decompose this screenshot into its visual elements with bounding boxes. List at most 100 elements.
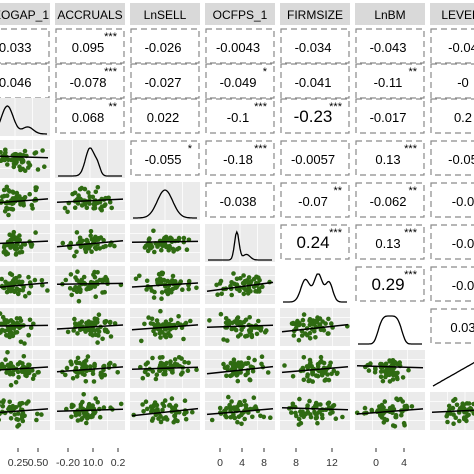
scatter-point (17, 233, 22, 238)
scatter-point (378, 369, 384, 374)
scatter-point (14, 236, 20, 242)
scatter-point (36, 369, 41, 375)
scatter-point (88, 229, 94, 234)
scatter-point (159, 247, 164, 253)
correlation-value: -0.043 (370, 40, 407, 55)
scatter-point (321, 360, 327, 366)
scatter-point (84, 287, 89, 292)
scatter-point (19, 413, 25, 418)
scatter-point (164, 289, 170, 295)
correlation-value: -0.0043 (216, 40, 260, 55)
strip-label: OCFPS_1 (213, 8, 268, 22)
scatter-point (181, 235, 187, 241)
scatter-point (24, 401, 29, 406)
scatter-point (144, 287, 149, 292)
scatter-point (26, 160, 31, 166)
significance-stars: *** (254, 101, 268, 113)
scatter-point (310, 372, 315, 377)
scatter-point (35, 411, 40, 417)
scatter-point (254, 331, 260, 337)
scatter-panel (205, 350, 275, 388)
scatter-point (12, 288, 18, 294)
x-tick-label: 4 (401, 457, 407, 469)
scatter-point (188, 318, 193, 324)
scatter-point (254, 274, 259, 280)
scatter-point (22, 148, 28, 154)
scatter-point (159, 296, 164, 302)
scatter-point (69, 414, 74, 420)
scatter-point (73, 275, 78, 280)
density-curve (133, 189, 197, 219)
scatter-point (79, 185, 84, 191)
x-tick-label: 10.0 (83, 457, 104, 469)
scatter-point (0, 276, 4, 282)
scatter-point (226, 394, 231, 400)
scatter-point (159, 290, 165, 295)
scatter-point (160, 322, 166, 327)
scatter-point (390, 423, 396, 428)
scatter-point (0, 327, 5, 333)
scatter-point (218, 311, 224, 317)
scatter-point (32, 277, 38, 283)
scatter-point (215, 292, 220, 298)
scatter-point (0, 363, 3, 369)
scatter-point (326, 331, 331, 336)
scatter-point (18, 401, 24, 406)
significance-stars: *** (404, 227, 418, 239)
scatter-point (5, 251, 11, 257)
correlation-cell: 0.24 *** (280, 224, 350, 260)
scatter-point (372, 370, 378, 375)
scatter-point (243, 403, 249, 408)
scatter-point (217, 405, 223, 411)
scatter-point (2, 157, 7, 163)
scatter-point (9, 272, 15, 278)
scatter-point (4, 193, 10, 198)
scatter-point (301, 414, 307, 420)
scatter-point (118, 401, 124, 407)
fit-line (0, 198, 49, 204)
correlation-value: -0 (457, 75, 469, 90)
scatter-point (225, 338, 230, 343)
scatter-point (12, 412, 18, 417)
strip-firmsize: FIRMSIZE (280, 3, 350, 25)
scatter-point (194, 285, 199, 291)
correlation-cell: 0.022 (130, 98, 200, 134)
scatter-point (60, 240, 66, 246)
scatter-point (383, 374, 388, 380)
scatter-point (258, 413, 263, 419)
scatter-point (331, 368, 337, 374)
scatter-point (5, 162, 10, 167)
scatter-point (214, 282, 219, 288)
scatter-point (390, 404, 395, 409)
scatter-point (308, 360, 313, 366)
scatter-point (167, 244, 172, 249)
scatter-panel (280, 350, 350, 388)
correlation-value: -0.23 (294, 107, 333, 126)
significance-stars: *** (329, 101, 343, 113)
scatter-point (14, 251, 19, 256)
correlation-value: 0.2 (454, 110, 472, 125)
scatter-panel (0, 182, 50, 220)
scatter-point (78, 239, 84, 244)
scatter-panel (205, 392, 275, 430)
scatter-point (176, 314, 181, 319)
scatter-point (10, 234, 15, 239)
significance-stars: ** (408, 66, 417, 78)
fit-line (0, 366, 49, 371)
scatter-point (0, 150, 3, 155)
scatter-point (27, 317, 33, 323)
scatter-point (5, 362, 11, 368)
scatter-point (145, 248, 151, 254)
scatter-point (233, 327, 239, 333)
correlation-value: -0.034 (295, 40, 332, 55)
scatter-point (71, 328, 76, 333)
scatter-point (101, 237, 106, 243)
scatter-point (176, 245, 182, 251)
correlation-cell: -0.078*** (55, 63, 125, 99)
scatter-point (14, 246, 20, 252)
scatter-point (300, 317, 306, 323)
significance-stars: *** (254, 143, 268, 155)
correlation-cell: -0.033 (0, 28, 50, 64)
scatter-point (76, 321, 82, 326)
scatter-point (143, 362, 149, 367)
